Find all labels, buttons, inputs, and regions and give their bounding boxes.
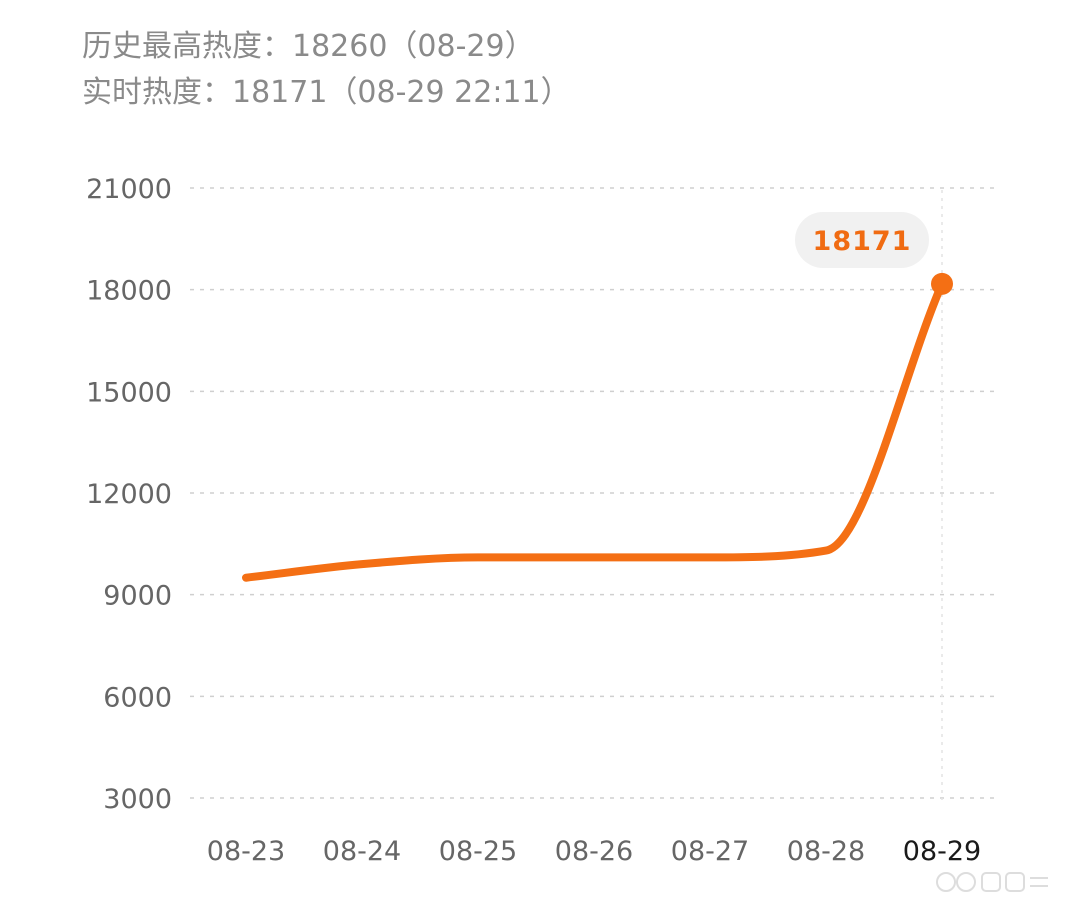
grid-lines <box>190 187 998 799</box>
x-tick-label: 08-24 <box>323 836 401 867</box>
value-bubble-bg <box>795 212 929 268</box>
x-axis-ticks: 08-23 08-24 08-25 08-26 08-27 08-28 08-29 <box>207 836 981 867</box>
y-tick-label: 12000 <box>86 479 172 510</box>
y-tick-label: 15000 <box>86 377 172 408</box>
y-tick-label: 18000 <box>86 276 172 307</box>
highlight-point[interactable] <box>931 272 953 295</box>
x-tick-label: 08-28 <box>787 836 865 867</box>
x-tick-label: 08-29 <box>903 836 981 867</box>
x-tick-label: 08-25 <box>439 836 517 867</box>
x-tick-label: 08-26 <box>555 836 633 867</box>
current-heat-text: 实时热度：18171（08-29 22:11） <box>82 75 571 110</box>
y-axis-ticks: 3000 6000 9000 12000 15000 18000 21000 <box>86 174 172 815</box>
x-tick-label: 08-27 <box>671 836 749 867</box>
series-line-heat <box>242 279 946 582</box>
watermark-logo-icon <box>936 872 1048 892</box>
value-bubble: 18171 <box>795 212 929 268</box>
y-tick-label: 3000 <box>103 784 172 815</box>
x-tick-label: 08-23 <box>207 836 285 867</box>
header: 历史最高热度：18260（08-29） 实时热度：18171（08-29 22:… <box>82 24 571 116</box>
y-tick-label: 9000 <box>103 581 172 612</box>
value-bubble-label: 18171 <box>813 226 912 257</box>
y-tick-label: 21000 <box>86 174 172 205</box>
y-tick-label: 6000 <box>103 682 172 713</box>
peak-heat-text: 历史最高热度：18260（08-29） <box>82 29 535 64</box>
